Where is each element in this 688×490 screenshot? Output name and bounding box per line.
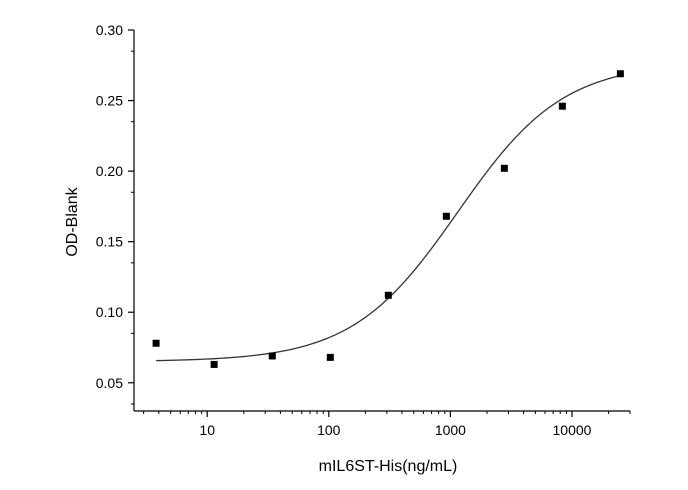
data-point bbox=[268, 352, 276, 360]
x-tick-label: 10000 bbox=[553, 422, 592, 438]
data-point bbox=[384, 291, 392, 299]
y-tick-label: 0.25 bbox=[96, 93, 123, 109]
axes bbox=[133, 30, 630, 412]
y-tick-label: 0.30 bbox=[96, 22, 123, 38]
data-point bbox=[210, 360, 218, 368]
fit-curve bbox=[156, 74, 621, 362]
y-tick-label: 0.05 bbox=[96, 375, 123, 391]
data-point bbox=[558, 102, 566, 110]
data-point bbox=[326, 353, 334, 361]
y-ticks: 0.05 0.10 0.15 0.20 0.25 0.30 bbox=[96, 22, 134, 405]
x-tick-label: 10 bbox=[199, 422, 215, 438]
x-tick-label: 100 bbox=[317, 422, 341, 438]
x-axis-title: mIL6ST-His(ng/mL) bbox=[319, 458, 458, 475]
data-point bbox=[442, 212, 450, 220]
y-tick-label: 0.20 bbox=[96, 163, 123, 179]
data-point bbox=[500, 164, 508, 172]
y-tick-label: 0.15 bbox=[96, 234, 123, 250]
y-axis-title: OD-Blank bbox=[64, 186, 81, 256]
data-point bbox=[616, 70, 624, 78]
x-tick-label: 1000 bbox=[435, 422, 466, 438]
data-points bbox=[152, 70, 624, 368]
data-point bbox=[152, 339, 160, 347]
x-ticks: 10 100 1000 10000 bbox=[143, 411, 631, 438]
y-tick-label: 0.10 bbox=[96, 304, 123, 320]
